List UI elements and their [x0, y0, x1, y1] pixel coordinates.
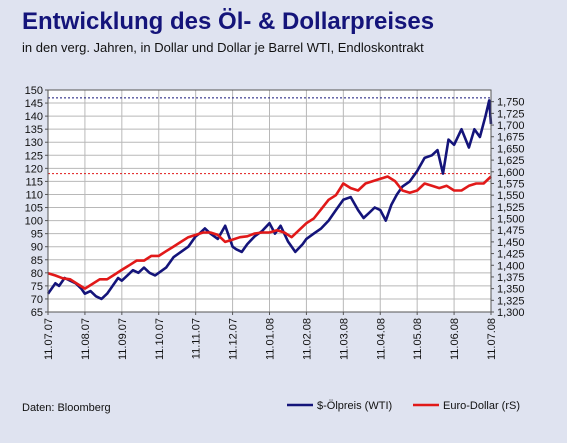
y-right-tick-label: 1,725: [497, 108, 525, 120]
y-left-tick-label: 130: [25, 137, 43, 149]
y-left-tick-label: 85: [31, 255, 43, 267]
x-tick-label: 11.03.08: [338, 318, 350, 360]
x-tick-label: 11.07.07: [43, 318, 55, 360]
y-left-tick-label: 75: [31, 281, 43, 293]
y-right-tick-label: 1,400: [497, 260, 525, 272]
y-right-tick-label: 1,500: [497, 214, 525, 226]
x-tick-label: 11.02.08: [301, 318, 313, 360]
y-left-tick-label: 110: [25, 189, 43, 201]
y-left-tick-label: 150: [25, 85, 43, 97]
y-right-tick-label: 1,625: [497, 155, 525, 167]
source-note: Daten: Bloomberg: [22, 402, 111, 414]
y-left-tick-label: 140: [25, 111, 43, 123]
y-right-tick-label: 1,600: [497, 167, 525, 179]
x-tick-label: 11.06.08: [449, 318, 461, 360]
y-left-tick-label: 100: [25, 216, 43, 228]
x-tick-label: 11.08.07: [80, 318, 92, 360]
x-tick-label: 11.05.08: [412, 318, 424, 360]
y-left-tick-label: 90: [31, 242, 43, 254]
x-tick-label: 11.11.07: [191, 318, 203, 359]
y-right-tick-label: 1,350: [497, 284, 525, 296]
y-left-tick-label: 125: [25, 150, 43, 162]
y-right-tick-label: 1,750: [497, 97, 525, 109]
y-right-tick-label: 1,675: [497, 132, 525, 144]
y-right-tick-label: 1,375: [497, 272, 525, 284]
y-left-tick-label: 135: [25, 124, 43, 136]
y-right-tick-label: 1,700: [497, 120, 525, 132]
x-tick-label: 11.01.08: [265, 318, 277, 360]
legend-label: Euro-Dollar (rS): [443, 400, 520, 412]
x-tick-label: 11.07.08: [486, 318, 498, 360]
y-right-tick-label: 1,650: [497, 143, 525, 155]
y-right-tick-label: 1,450: [497, 237, 525, 249]
legend-label: $-Ölpreis (WTI): [317, 400, 392, 412]
series-line-eurusd: [47, 175, 492, 290]
y-right-tick-label: 1,475: [497, 225, 525, 237]
y-right-tick-label: 1,550: [497, 190, 525, 202]
y-left-tick-label: 145: [25, 98, 43, 110]
plot-area: 6570758085909510010511011512012513013514…: [25, 85, 525, 412]
y-right-tick-label: 1,325: [497, 295, 525, 307]
y-left-tick-label: 70: [31, 294, 43, 306]
y-left-tick-label: 120: [25, 163, 43, 175]
y-right-tick-label: 1,525: [497, 202, 525, 214]
x-tick-label: 11.12.07: [228, 318, 240, 360]
x-tick-label: 11.04.08: [375, 318, 387, 360]
y-right-tick-label: 1,425: [497, 249, 525, 261]
chart-subtitle: in den verg. Jahren, in Dollar und Dolla…: [22, 40, 424, 55]
chart-title: Entwicklung des Öl- & Dollarpreises: [22, 8, 435, 35]
y-right-tick-label: 1,300: [497, 307, 525, 319]
y-left-tick-label: 80: [31, 268, 43, 280]
y-left-tick-label: 115: [25, 176, 43, 188]
y-right-tick-label: 1,575: [497, 178, 525, 190]
x-tick-label: 11.09.07: [117, 318, 129, 360]
y-left-tick-label: 95: [31, 229, 43, 241]
y-left-tick-label: 65: [31, 307, 43, 319]
x-tick-label: 11.10.07: [154, 318, 166, 360]
y-left-tick-label: 105: [25, 203, 43, 215]
